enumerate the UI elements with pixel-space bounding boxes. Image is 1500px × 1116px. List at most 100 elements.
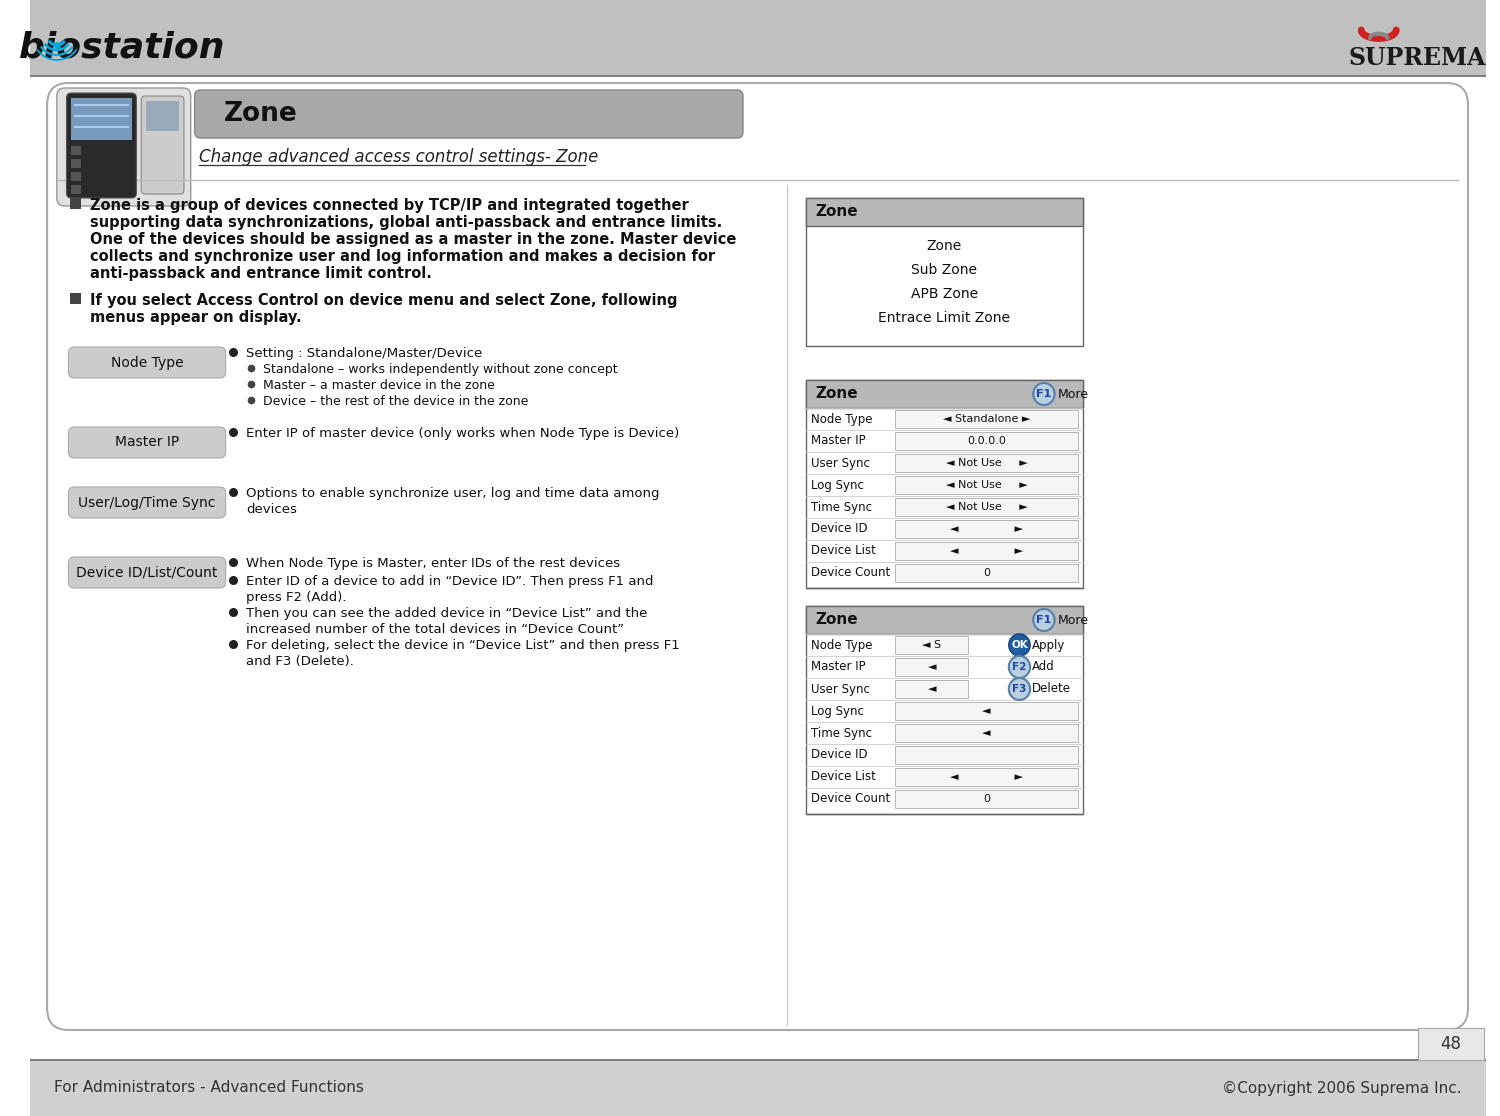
- FancyBboxPatch shape: [896, 432, 1078, 450]
- FancyBboxPatch shape: [806, 198, 1083, 346]
- Text: If you select Access Control on device menu and select Zone, following: If you select Access Control on device m…: [90, 294, 678, 308]
- Text: ◄ Not Use     ►: ◄ Not Use ►: [945, 458, 1028, 468]
- FancyBboxPatch shape: [896, 498, 1078, 516]
- Text: 0: 0: [982, 793, 990, 804]
- Text: Node Type: Node Type: [111, 356, 183, 369]
- Text: devices: devices: [246, 503, 297, 516]
- Text: APB Zone: APB Zone: [910, 287, 978, 301]
- Text: increased number of the total devices in “Device Count”: increased number of the total devices in…: [246, 623, 624, 636]
- FancyBboxPatch shape: [896, 680, 969, 698]
- FancyBboxPatch shape: [896, 658, 969, 676]
- FancyBboxPatch shape: [69, 487, 225, 518]
- Text: Time Sync: Time Sync: [812, 727, 871, 740]
- FancyBboxPatch shape: [896, 636, 969, 654]
- Text: F2: F2: [1013, 662, 1026, 672]
- Text: User/Log/Time Sync: User/Log/Time Sync: [78, 496, 216, 510]
- FancyBboxPatch shape: [896, 564, 1078, 583]
- Text: Device – the rest of the device in the zone: Device – the rest of the device in the z…: [262, 395, 528, 408]
- Text: ©Copyright 2006 Suprema Inc.: ©Copyright 2006 Suprema Inc.: [1221, 1080, 1461, 1096]
- FancyBboxPatch shape: [896, 724, 1078, 742]
- FancyBboxPatch shape: [1418, 1028, 1484, 1060]
- FancyBboxPatch shape: [896, 520, 1078, 538]
- Text: Device List: Device List: [812, 545, 876, 558]
- Text: SUPREMA: SUPREMA: [1348, 46, 1486, 70]
- FancyBboxPatch shape: [69, 557, 225, 588]
- Text: Zone: Zone: [927, 239, 962, 253]
- Text: Node Type: Node Type: [812, 413, 873, 425]
- Text: Master – a master device in the zone: Master – a master device in the zone: [262, 379, 495, 392]
- Text: press F2 (Add).: press F2 (Add).: [246, 591, 346, 604]
- Text: For Administrators - Advanced Functions: For Administrators - Advanced Functions: [54, 1080, 364, 1096]
- Text: ◄: ◄: [927, 662, 936, 672]
- FancyBboxPatch shape: [30, 0, 1485, 75]
- FancyBboxPatch shape: [72, 185, 81, 194]
- Text: Master IP: Master IP: [812, 661, 865, 673]
- FancyBboxPatch shape: [195, 90, 742, 138]
- Text: Setting : Standalone/Master/Device: Setting : Standalone/Master/Device: [246, 347, 483, 360]
- Text: ◄ S: ◄ S: [922, 639, 942, 650]
- Circle shape: [1010, 656, 1031, 679]
- Text: F1: F1: [1036, 615, 1052, 625]
- FancyBboxPatch shape: [806, 381, 1083, 588]
- Bar: [70, 294, 81, 304]
- Text: Entrace Limit Zone: Entrace Limit Zone: [879, 311, 1011, 325]
- FancyBboxPatch shape: [146, 102, 178, 131]
- Text: Delete: Delete: [1032, 683, 1071, 695]
- Text: biostation: biostation: [18, 31, 225, 65]
- Text: Standalone – works independently without zone concept: Standalone – works independently without…: [262, 363, 616, 376]
- FancyBboxPatch shape: [896, 454, 1078, 472]
- Text: When Node Type is Master, enter IDs of the rest devices: When Node Type is Master, enter IDs of t…: [246, 557, 620, 570]
- FancyBboxPatch shape: [896, 745, 1078, 764]
- Text: ◄ Not Use     ►: ◄ Not Use ►: [945, 480, 1028, 490]
- FancyBboxPatch shape: [896, 410, 1078, 429]
- FancyBboxPatch shape: [806, 381, 1083, 408]
- FancyBboxPatch shape: [69, 427, 225, 458]
- Text: User Sync: User Sync: [812, 683, 870, 695]
- Text: Master IP: Master IP: [812, 434, 865, 448]
- FancyBboxPatch shape: [896, 477, 1078, 494]
- Text: Device ID/List/Count: Device ID/List/Count: [76, 566, 218, 579]
- FancyBboxPatch shape: [141, 96, 184, 194]
- Text: Device Count: Device Count: [812, 792, 889, 806]
- Circle shape: [1034, 383, 1054, 405]
- Text: Then you can see the added device in “Device List” and the: Then you can see the added device in “De…: [246, 607, 648, 620]
- Text: Device Count: Device Count: [812, 567, 889, 579]
- Text: Sub Zone: Sub Zone: [912, 263, 978, 277]
- Text: Zone: Zone: [816, 386, 858, 402]
- FancyBboxPatch shape: [896, 768, 1078, 786]
- FancyBboxPatch shape: [66, 93, 136, 198]
- Circle shape: [1010, 679, 1031, 700]
- Text: ◄ Not Use     ►: ◄ Not Use ►: [945, 502, 1028, 512]
- Text: One of the devices should be assigned as a master in the zone. Master device: One of the devices should be assigned as…: [90, 232, 736, 247]
- Text: ◄ Standalone ►: ◄ Standalone ►: [944, 414, 1030, 424]
- Text: Zone: Zone: [816, 613, 858, 627]
- FancyBboxPatch shape: [806, 606, 1083, 814]
- Text: OK: OK: [1011, 639, 1028, 650]
- Text: anti-passback and entrance limit control.: anti-passback and entrance limit control…: [90, 266, 432, 281]
- Text: Device ID: Device ID: [812, 749, 867, 761]
- Text: Add: Add: [1032, 661, 1054, 673]
- Text: 0: 0: [982, 568, 990, 578]
- Text: 0.0.0.0: 0.0.0.0: [968, 436, 1006, 446]
- FancyBboxPatch shape: [896, 702, 1078, 720]
- Text: Options to enable synchronize user, log and time data among: Options to enable synchronize user, log …: [246, 487, 660, 500]
- Circle shape: [1010, 634, 1031, 656]
- Text: For deleting, select the device in “Device List” and then press F1: For deleting, select the device in “Devi…: [246, 639, 680, 652]
- Text: Master IP: Master IP: [116, 435, 178, 450]
- FancyBboxPatch shape: [806, 198, 1083, 227]
- Text: Device ID: Device ID: [812, 522, 867, 536]
- Text: 48: 48: [1440, 1035, 1461, 1054]
- FancyBboxPatch shape: [72, 172, 81, 181]
- FancyBboxPatch shape: [72, 146, 81, 155]
- Text: Device List: Device List: [812, 770, 876, 783]
- FancyBboxPatch shape: [69, 347, 225, 378]
- Text: Enter ID of a device to add in “Device ID”. Then press F1 and: Enter ID of a device to add in “Device I…: [246, 575, 654, 588]
- FancyBboxPatch shape: [30, 1060, 1485, 1116]
- FancyBboxPatch shape: [72, 158, 81, 169]
- FancyBboxPatch shape: [57, 88, 190, 206]
- Text: menus appear on display.: menus appear on display.: [90, 310, 302, 325]
- Text: collects and synchronize user and log information and makes a decision for: collects and synchronize user and log in…: [90, 249, 716, 264]
- Text: Time Sync: Time Sync: [812, 500, 871, 513]
- Text: Zone: Zone: [816, 204, 858, 220]
- FancyBboxPatch shape: [72, 98, 132, 140]
